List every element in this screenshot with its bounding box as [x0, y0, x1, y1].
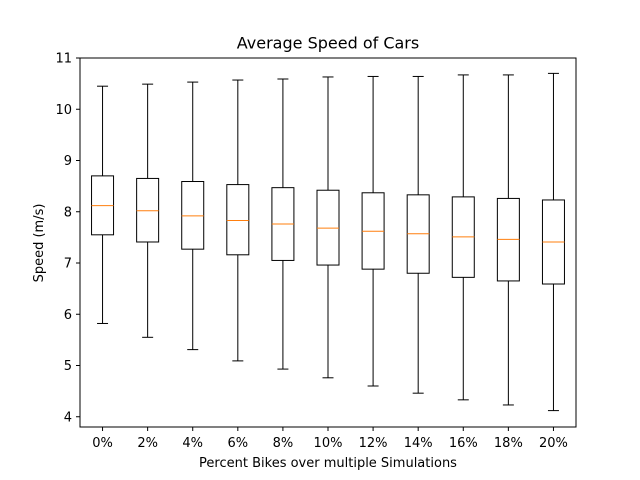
x-tick-label: 2%	[137, 436, 158, 451]
y-tick-label: 10	[55, 103, 72, 118]
y-tick-label: 11	[55, 52, 72, 67]
x-tick-label: 20%	[539, 436, 568, 451]
x-tick-label: 8%	[273, 436, 294, 451]
y-tick-label: 4	[64, 410, 72, 425]
box-iqr	[316, 189, 340, 266]
box-iqr	[226, 184, 250, 256]
x-axis-title: Percent Bikes over multiple Simulations	[199, 456, 457, 471]
y-tick-label: 5	[64, 359, 72, 374]
box-iqr	[136, 177, 160, 243]
plot-area: 0% 2% 4% 6% 8% 10% 12% 14% 16% 18% 20% 4 5 6 7 8 9 10 11	[55, 52, 577, 451]
y-tick-label: 8	[64, 205, 72, 220]
x-tick-label: 18%	[494, 436, 523, 451]
y-tick-label: 6	[64, 308, 72, 323]
x-tick-label: 14%	[404, 436, 433, 451]
chart-title: Average Speed of Cars	[237, 34, 419, 53]
x-tick-label: 12%	[359, 436, 388, 451]
x-tick-label: 10%	[314, 436, 343, 451]
y-tick-label: 7	[64, 257, 72, 272]
axes-frame	[79, 57, 577, 428]
x-tick-label: 6%	[228, 436, 249, 451]
x-tick-label: 16%	[449, 436, 478, 451]
x-tick-label: 4%	[182, 436, 203, 451]
box-iqr	[181, 181, 205, 250]
y-axis-title: Speed (m/s)	[32, 204, 47, 283]
y-tick-label: 9	[64, 154, 72, 169]
x-tick-label: 0%	[92, 436, 113, 451]
